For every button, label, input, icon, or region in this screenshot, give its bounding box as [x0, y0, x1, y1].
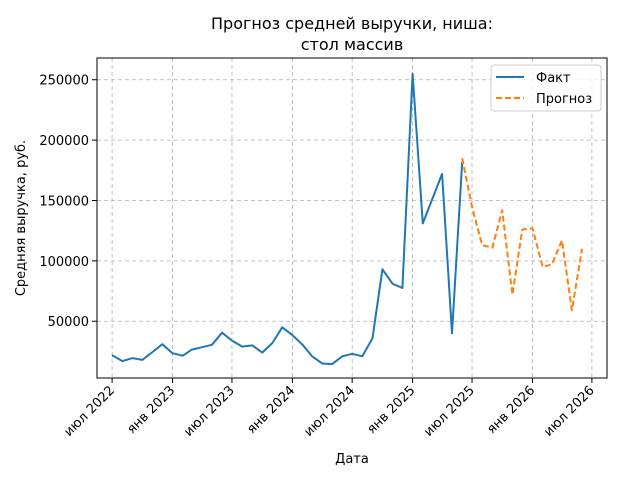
y-tick-label: 200000 — [39, 134, 89, 149]
y-tick-label: 100000 — [39, 255, 89, 270]
x-axis-label: Дата — [335, 452, 369, 467]
legend-label-fact: Факт — [536, 71, 571, 86]
series-layer — [111, 72, 583, 366]
y-tick-label: 250000 — [39, 74, 89, 89]
series-line-forecast — [461, 158, 583, 312]
y-axis-label: Средняя выручка, руб. — [14, 140, 29, 296]
y-axis-ticks: 50000 100000 150000 200000 250000 — [39, 74, 97, 330]
chart-title-line-1: Прогноз средней выручки, ниша: — [211, 14, 493, 33]
legend: Факт Прогноз — [490, 64, 602, 112]
y-tick-label: 150000 — [39, 194, 89, 209]
chart-title-line-2: стол массив — [301, 35, 404, 54]
y-tick-label: 50000 — [48, 315, 89, 330]
series-line-fact — [111, 72, 464, 366]
legend-label-forecast: Прогноз — [536, 92, 592, 107]
grid-lines — [97, 58, 607, 378]
